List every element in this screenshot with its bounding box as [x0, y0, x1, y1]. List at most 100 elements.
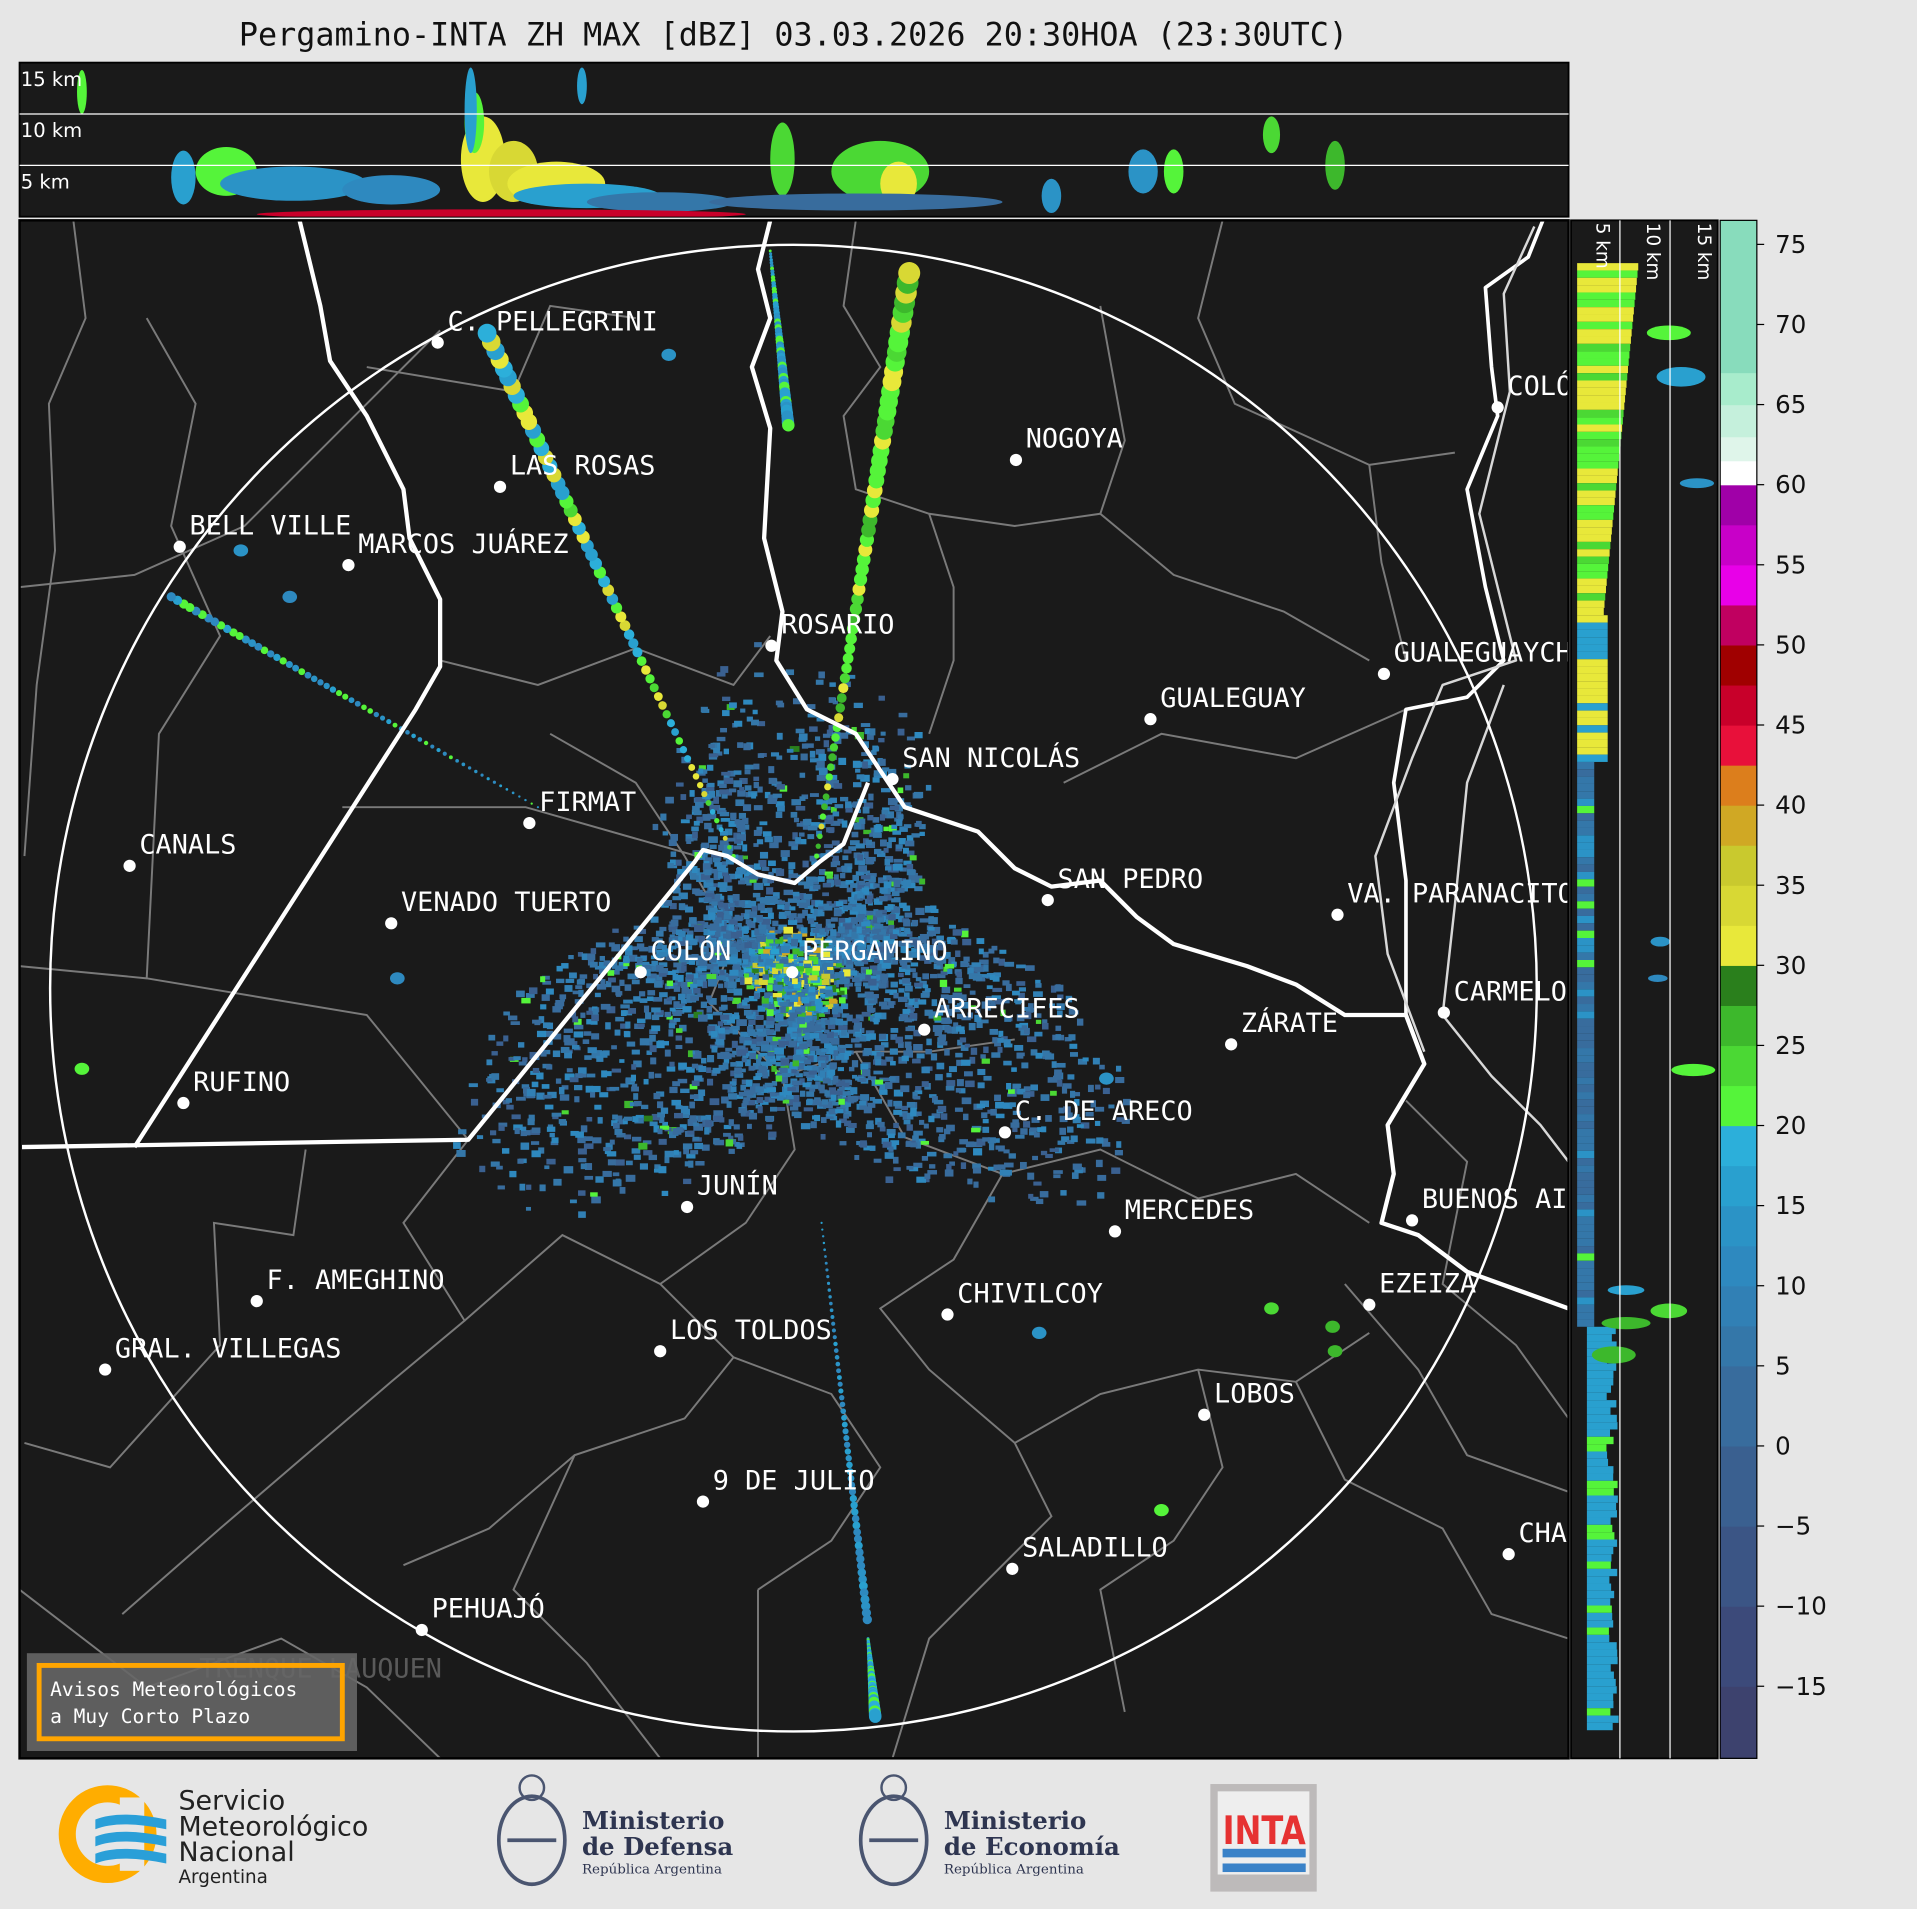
city-marker[interactable]: PEHUAJÓ [415, 1593, 545, 1637]
city-marker[interactable]: CHIVILCOY [941, 1278, 1103, 1321]
city-dot-icon [1009, 453, 1023, 467]
colorbar-segment [1720, 1125, 1757, 1167]
department-boundary [463, 1075, 796, 1322]
cross-section-echo [577, 67, 587, 105]
cross-section-echo [586, 192, 734, 212]
city-marker[interactable]: VA. PARANACITO [1331, 879, 1573, 921]
city-marker[interactable]: VENADO TUERTO [385, 887, 611, 930]
city-marker[interactable]: SAN PEDRO [1041, 864, 1204, 907]
department-boundary [145, 317, 222, 979]
colorbar-segment [1720, 805, 1757, 846]
colorbar-segment [1720, 644, 1757, 686]
city-marker[interactable]: FIRMAT [523, 787, 636, 830]
city-marker[interactable]: GUALEGUAYCHÚ [1377, 637, 1588, 681]
city-marker[interactable]: GRAL. VILLEGAS [99, 1333, 341, 1376]
cross-section-echo [709, 193, 1003, 211]
height-label-5km-v: 5 km [1592, 223, 1613, 269]
city-label: CHIVILCOY [957, 1278, 1103, 1309]
colorbar-tick-label: 15 [1775, 1191, 1806, 1220]
city-marker[interactable]: F. AMEGHINO [250, 1265, 445, 1308]
city-label: RUFINO [193, 1067, 290, 1098]
warning-box[interactable]: Avisos Meteorológicos a Muy Corto Plazo [26, 1653, 357, 1752]
city-label: FIRMAT [539, 787, 636, 818]
cross-section-echo [770, 122, 795, 196]
city-dot-icon [493, 480, 507, 493]
city-label: ARRECIFES [934, 993, 1080, 1024]
department-boundary [891, 1442, 1053, 1759]
department-boundary [403, 1283, 735, 1567]
colorbar-segment [1720, 1245, 1757, 1287]
city-dot-icon [696, 1495, 710, 1508]
colorbar-tick-label: 40 [1775, 791, 1806, 820]
colorbar-tick-label: 65 [1775, 390, 1806, 419]
department-boundary [1099, 1369, 1224, 1713]
city-marker[interactable]: ROSARIO [765, 610, 894, 652]
colorbar-tick-label: 70 [1775, 310, 1806, 339]
city-marker[interactable]: LOBOS [1198, 1379, 1295, 1421]
city-marker[interactable]: COLÓN [1491, 370, 1589, 414]
colorbar-tick-label: −10 [1775, 1592, 1827, 1621]
smn-line-4: Argentina [178, 1867, 267, 1888]
smn-line-3: Nacional [178, 1837, 294, 1868]
city-marker[interactable]: NOGOYA [1009, 424, 1123, 467]
city-marker[interactable]: GUALEGUAY [1144, 683, 1306, 726]
cross-section-echo [1650, 936, 1671, 947]
city-dot-icon [250, 1294, 263, 1308]
city-marker[interactable]: LAS ROSAS [493, 451, 656, 493]
height-label-15km: 15 km [21, 68, 82, 91]
city-marker[interactable]: BUENOS AIRES [1405, 1184, 1616, 1227]
boundary-line [1391, 220, 1545, 1016]
reflectivity-echoes [74, 249, 1343, 1723]
city-marker[interactable]: MARCOS JUÁREZ [342, 528, 569, 572]
city-marker[interactable]: SAN NICOLÁS [886, 742, 1080, 786]
colorbar-segment [1720, 436, 1757, 462]
city-marker[interactable]: C. PELLEGRINI [431, 306, 658, 349]
city-label: PERGAMINO [802, 936, 948, 967]
city-dot-icon [415, 1623, 428, 1637]
city-marker[interactable]: PERGAMINO [786, 936, 948, 979]
city-dot-icon [654, 1345, 667, 1358]
colorbar-segment [1720, 404, 1757, 438]
city-label: C. PELLEGRINI [447, 306, 657, 337]
city-marker[interactable]: C. DE ARECO [998, 1096, 1193, 1139]
colorbar-tick-label: 30 [1775, 951, 1806, 980]
colorbar-segment [1720, 845, 1757, 886]
top-cross-section: 15 km 10 km 5 km [18, 61, 1570, 218]
city-marker[interactable]: MERCEDES [1108, 1195, 1254, 1238]
city-marker[interactable]: COLÓN [634, 935, 732, 979]
city-marker[interactable]: CANALS [123, 830, 236, 872]
city-marker[interactable]: RUFINO [177, 1067, 290, 1110]
colorbar-segment [1720, 1686, 1757, 1759]
province-boundaries [21, 220, 1569, 1311]
city-dot-icon [123, 859, 136, 872]
city-label: BUENOS AIRES [1422, 1184, 1616, 1215]
city-label: COLÓN [1507, 370, 1588, 402]
city-marker[interactable]: ARRECIFES [918, 993, 1080, 1036]
boundary-line [21, 781, 871, 1150]
department-boundary [121, 1139, 470, 1615]
city-marker[interactable]: SALADILLO [1006, 1533, 1168, 1575]
department-boundary [1405, 1099, 1569, 1420]
city-label: C. DE ARECO [1015, 1096, 1193, 1127]
cross-section-echo [1679, 478, 1715, 489]
city-marker[interactable]: CHASCOMÚS [1502, 1517, 1665, 1561]
colorbar-tick-label: 5 [1775, 1351, 1791, 1380]
city-dot-icon [998, 1126, 1012, 1139]
colorbar-tick-label: 75 [1775, 230, 1806, 259]
cross-section-echo [464, 67, 477, 154]
city-marker[interactable]: ZÁRATE [1225, 1007, 1338, 1051]
colorbar-tick-label: 45 [1775, 711, 1806, 740]
city-marker[interactable]: LOS TOLDOS [654, 1315, 832, 1358]
city-marker[interactable]: EZEIZA [1363, 1269, 1476, 1311]
city-label: BELL VILLE [189, 511, 351, 542]
city-label: VENADO TUERTO [401, 887, 611, 918]
city-dot-icon [786, 966, 799, 979]
department-boundary [1197, 220, 1456, 466]
city-marker[interactable]: 9 DE JULIO [696, 1465, 875, 1508]
city-marker[interactable]: CARMELO [1437, 976, 1567, 1019]
colorbar-tick-label: −5 [1775, 1512, 1811, 1541]
city-marker[interactable]: BELL VILLE [173, 511, 352, 553]
city-label: LAS ROSAS [510, 451, 656, 482]
city-marker[interactable]: JUNÍN [680, 1170, 778, 1214]
